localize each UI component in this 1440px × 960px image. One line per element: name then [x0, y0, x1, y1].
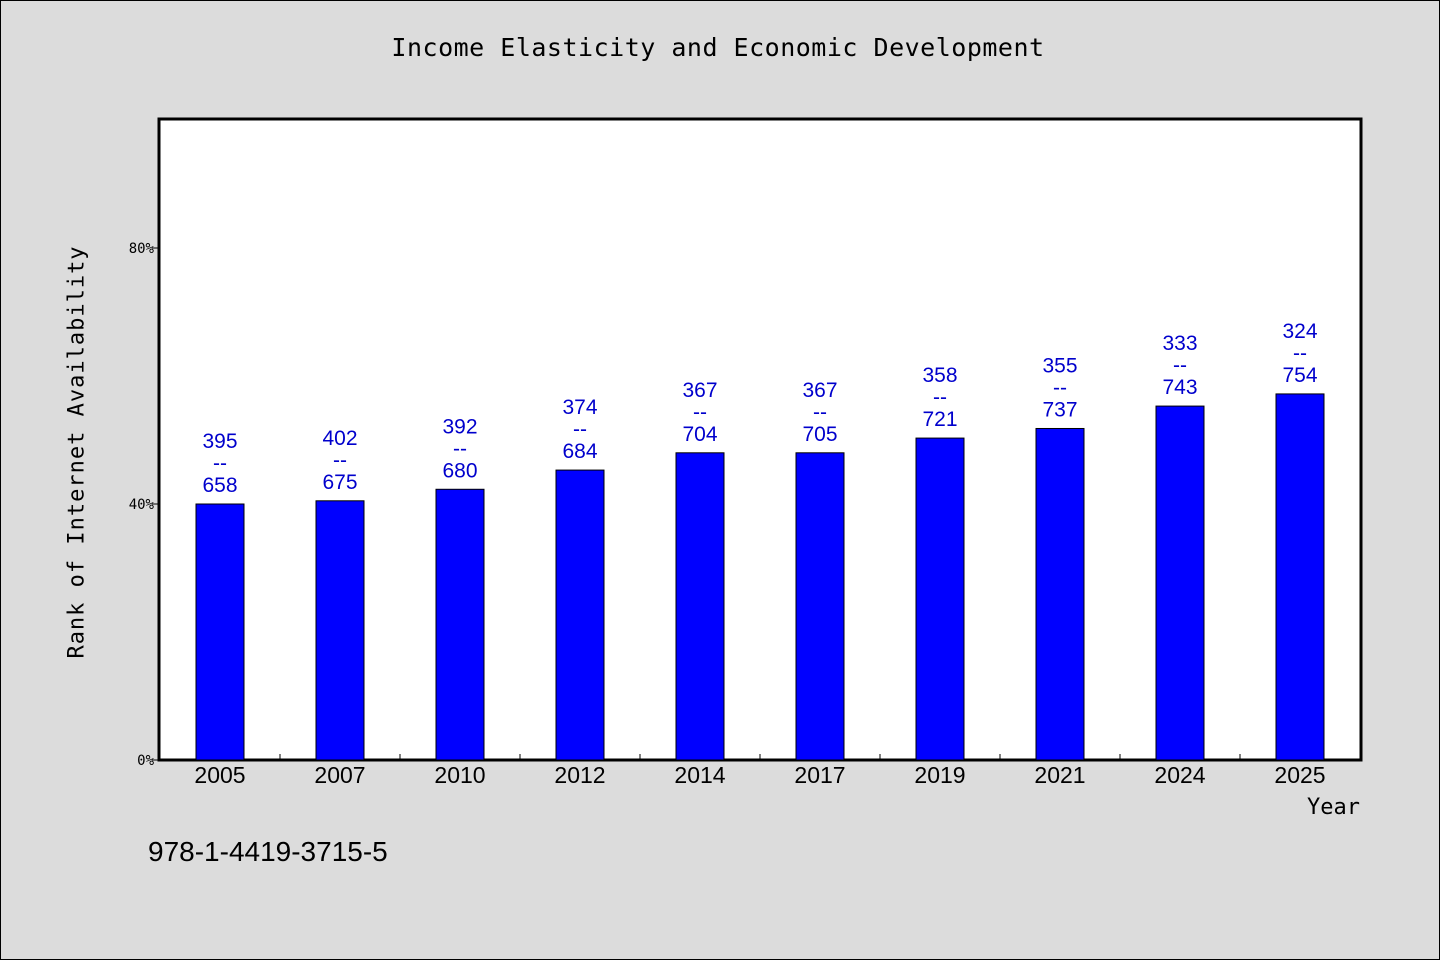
data-label: 704: [682, 423, 717, 446]
data-label: 402: [322, 427, 357, 450]
bar: [1275, 393, 1325, 761]
data-label: --: [573, 418, 587, 441]
bar: [915, 437, 965, 761]
data-label: 367: [802, 379, 837, 402]
data-label: 324: [1282, 320, 1317, 343]
x-axis: 2005 2007 2010 2012 2014 2017 2019 2021 2024 2025: [194, 754, 1326, 788]
data-label: 675: [322, 471, 357, 494]
data-label: 358: [922, 364, 957, 387]
y-tick-label: 40%: [129, 497, 155, 513]
data-label: 374: [562, 396, 597, 419]
x-tick-label: 2021: [1034, 762, 1085, 788]
data-label: 737: [1042, 398, 1077, 421]
bar: [1155, 405, 1205, 761]
bar: [315, 500, 365, 761]
data-label: 684: [562, 440, 597, 463]
bars-group: [195, 393, 1325, 761]
data-label: 743: [1162, 376, 1197, 399]
data-label: 355: [1042, 354, 1077, 377]
bar: [1035, 427, 1085, 761]
data-label: --: [1053, 376, 1067, 399]
x-tick-label: 2014: [674, 762, 725, 788]
chart-title: Income Elasticity and Economic Developme…: [391, 33, 1045, 62]
data-label: --: [933, 386, 947, 409]
data-label: 392: [442, 415, 477, 438]
data-label: 680: [442, 459, 477, 482]
bar: [795, 452, 845, 761]
data-label: 333: [1162, 332, 1197, 355]
data-label: --: [333, 449, 347, 472]
bar: [195, 503, 245, 761]
x-tick-label: 2019: [914, 762, 965, 788]
data-label: --: [693, 401, 707, 424]
y-tick-label: 80%: [129, 241, 155, 257]
data-label: 395: [202, 430, 237, 453]
bar: [675, 452, 725, 761]
y-tick-label: 0%: [137, 753, 154, 769]
y-axis: 0% 40% 80%: [129, 241, 160, 769]
isbn-footnote: 978-1-4419-3715-5: [148, 836, 388, 867]
data-label: 705: [802, 423, 837, 446]
x-tick-label: 2005: [194, 762, 245, 788]
x-tick-label: 2012: [554, 762, 605, 788]
x-tick-label: 2025: [1274, 762, 1325, 788]
data-label: --: [453, 437, 467, 460]
data-label: 721: [922, 408, 957, 431]
x-tick-label: 2007: [314, 762, 365, 788]
x-tick-label: 2024: [1154, 762, 1205, 788]
data-label: --: [213, 452, 227, 475]
x-tick-label: 2017: [794, 762, 845, 788]
x-axis-label: Year: [1307, 795, 1360, 820]
data-label: --: [1293, 342, 1307, 365]
bar: [435, 488, 485, 761]
data-label: 754: [1282, 364, 1317, 387]
bar: [555, 469, 605, 761]
data-label: --: [1173, 354, 1187, 377]
x-tick-label: 2010: [434, 762, 485, 788]
data-label: --: [813, 401, 827, 424]
annotations-group: 395--658402--675392--680374--684367--704…: [202, 320, 1317, 497]
data-label: 367: [682, 379, 717, 402]
data-label: 658: [202, 474, 237, 497]
